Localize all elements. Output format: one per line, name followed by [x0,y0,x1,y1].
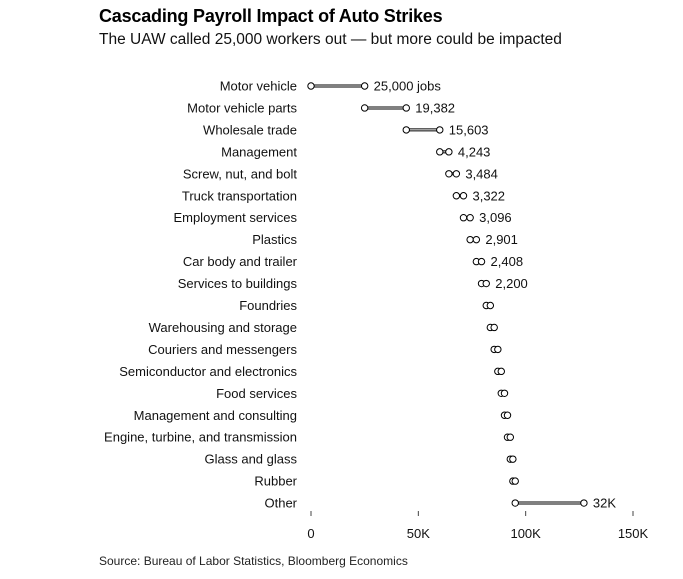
value-label: 3,322 [472,188,505,203]
end-marker [472,235,481,244]
x-tick-label: 150K [618,526,649,541]
category-label: Services to buildings [178,276,298,291]
start-marker [402,126,410,134]
category-label: Truck transportation [182,188,297,203]
end-marker [482,279,490,288]
x-tick-label: 50K [407,526,430,541]
value-label: 3,096 [479,210,512,225]
end-marker [490,323,498,332]
end-marker [360,82,369,90]
start-marker [360,104,369,112]
start-marker [459,214,468,222]
category-label: Warehousing and storage [149,320,297,335]
end-marker [459,192,468,200]
value-label: 2,408 [491,254,524,269]
start-marker [466,235,474,244]
x-tick-label: 100K [510,526,541,541]
end-marker [494,345,502,354]
value-label: 15,603 [449,122,489,137]
chart-subtitle: The UAW called 25,000 workers out — but … [99,31,562,48]
value-label: 3,484 [465,166,498,181]
value-label: 32K [593,496,616,511]
start-marker [511,499,519,507]
end-marker [436,126,444,134]
end-marker [466,214,474,222]
category-label: Motor vehicle parts [187,100,297,115]
end-marker [477,257,486,266]
category-label: Rubber [254,474,297,489]
value-label: 19,382 [415,100,455,115]
chart-source: Source: Bureau of Labor Statistics, Bloo… [99,554,408,568]
end-marker [452,170,461,178]
start-marker [436,148,444,156]
category-label: Plastics [252,232,297,247]
end-marker [509,455,517,463]
category-label: Management and consulting [134,408,297,423]
category-label: Wholesale trade [203,122,297,137]
category-label: Foundries [239,298,297,313]
x-tick-label: 0 [307,526,314,541]
end-marker [445,148,453,156]
end-marker [486,301,495,310]
end-marker [503,411,512,419]
end-marker [402,104,410,112]
end-marker [511,477,519,485]
end-marker [497,367,505,376]
value-label: 4,243 [458,144,491,159]
end-marker [500,389,509,397]
end-marker [580,499,588,507]
category-label: Employment services [173,210,297,225]
category-label: Screw, nut, and bolt [183,166,298,181]
category-label: Other [264,496,297,511]
category-label: Semiconductor and electronics [119,364,297,379]
value-label: 2,901 [485,232,518,247]
category-label: Couriers and messengers [148,342,297,357]
start-marker [445,170,453,178]
category-label: Engine, turbine, and transmission [104,430,297,445]
value-label: 2,200 [495,276,528,291]
category-label: Food services [216,386,297,401]
start-marker [307,82,315,90]
end-marker [506,433,514,441]
chart-title: Cascading Payroll Impact of Auto Strikes [99,6,443,26]
category-label: Motor vehicle [220,79,297,94]
category-label: Car body and trailer [183,254,298,269]
category-label: Glass and glass [205,452,298,467]
start-marker [452,192,461,200]
category-label: Management [221,144,297,159]
value-label: 25,000 jobs [374,79,442,94]
